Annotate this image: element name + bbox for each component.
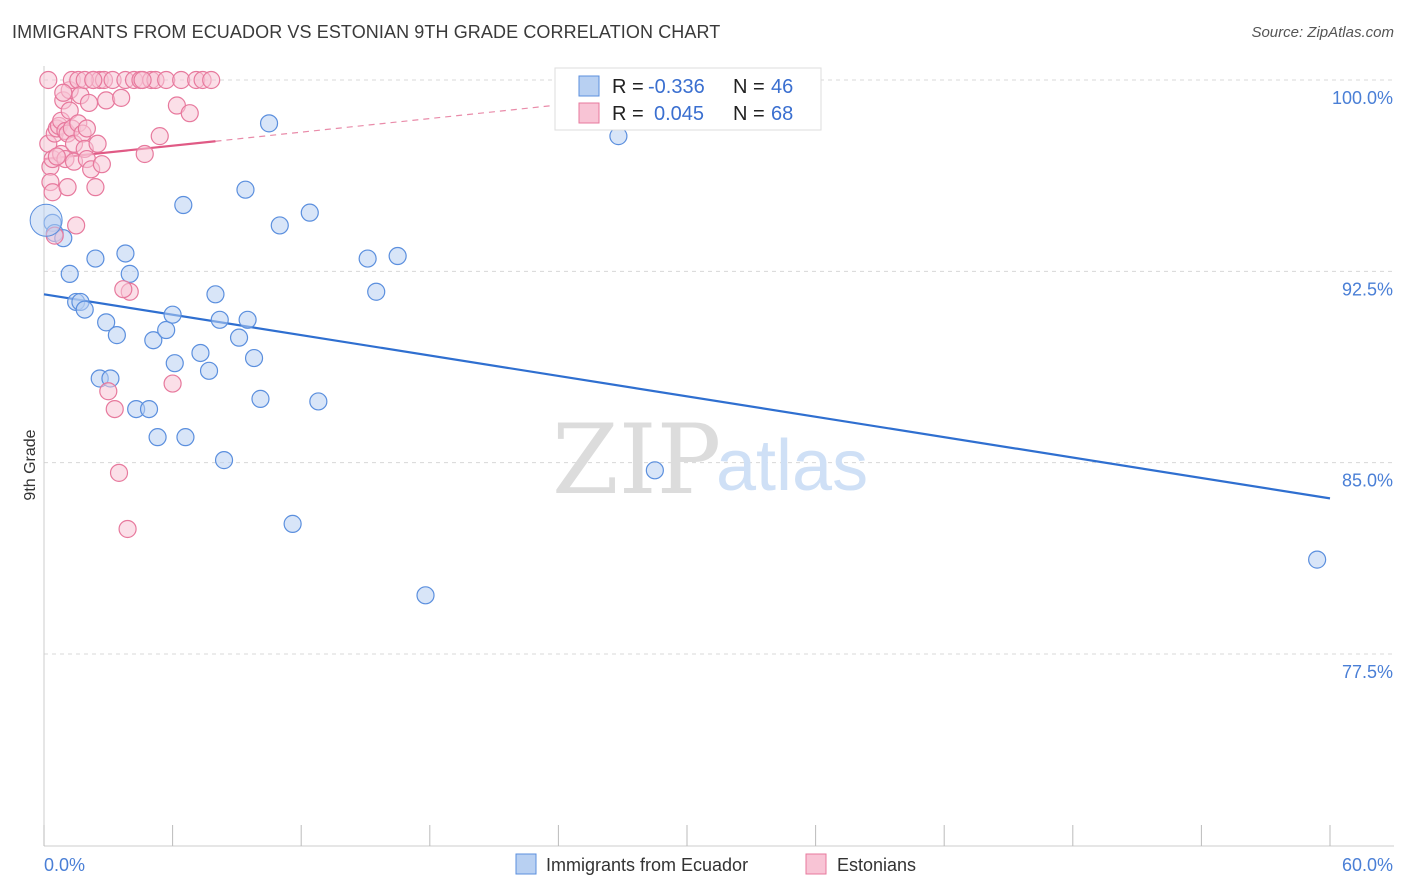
point-estonian [99,382,118,401]
point-ecuador [309,392,328,411]
point-ecuador [358,249,377,268]
point-ecuador [176,428,195,447]
point-ecuador [157,320,176,340]
bottom-legend-label-ecuador: Immigrants from Ecuador [546,855,748,875]
point-estonian [92,155,111,174]
point-ecuador [229,328,249,347]
point-ecuador [165,354,184,373]
point-ecuador [1308,550,1327,569]
point-ecuador [259,114,279,133]
y-axis-label: 9th Grade [22,429,39,500]
point-ecuador [107,326,126,345]
y-tick-label: 100.0% [1332,88,1393,108]
point-ecuador [116,244,135,263]
point-ecuador [29,203,63,237]
point-ecuador [60,264,79,283]
point-estonian [109,463,129,482]
point-ecuador [206,285,225,304]
axes [43,66,1394,847]
point-ecuador [75,300,94,319]
y-tick-labels: 100.0% 92.5% 85.0% 77.5% [1332,88,1393,682]
trend-line-estonians-extension [215,99,602,142]
point-estonian [67,216,86,235]
x-tick-labels: 0.0% 60.0% [44,855,1393,875]
point-estonian [105,399,124,419]
bottom-legend-swatch-ecuador [515,853,537,875]
chart-title: IMMIGRANTS FROM ECUADOR VS ESTONIAN 9TH … [12,22,721,42]
point-ecuador [300,203,319,222]
source-credit: Source: ZipAtlas.com [1251,24,1394,41]
bottom-legend-label-estonians: Estonians [837,855,916,875]
point-ecuador [210,310,229,329]
point-estonian [97,91,116,110]
point-ecuador [236,180,255,199]
point-ecuador [97,313,116,332]
point-ecuador [244,348,264,368]
legend-n-label: N = [733,103,765,125]
point-estonian [58,178,77,197]
point-estonian [133,70,152,90]
point-ecuador [270,216,289,235]
point-estonian [54,83,73,102]
x-tick-label: 0.0% [44,855,85,875]
legend-r-value: -0.336 [648,76,705,98]
legend-swatch-pink [578,102,600,124]
point-ecuador [199,361,219,380]
point-estonian [180,104,199,123]
y-tick-label: 92.5% [1342,279,1393,299]
watermark-atlas: atlas [716,426,868,506]
point-ecuador [238,310,257,329]
point-ecuador [214,451,234,470]
legend-r-label: R = [612,103,644,125]
point-ecuador [416,586,435,605]
point-ecuador [645,461,664,480]
point-ecuador [163,305,182,324]
gridlines [44,79,1394,655]
point-estonian [77,119,96,138]
point-ecuador [283,514,302,533]
data-points [29,70,1327,605]
point-estonian [118,519,137,539]
bottom-legend: Immigrants from Ecuador Estonians [515,853,916,875]
legend-r-label: R = [612,76,644,98]
point-ecuador [388,246,407,266]
point-estonian [135,144,154,164]
point-estonian [86,178,105,197]
point-estonian [163,374,182,393]
point-estonian [79,93,99,113]
point-estonian [150,127,169,146]
legend-n-label: N = [733,76,765,98]
point-estonian [39,70,58,90]
point-estonian [112,88,131,107]
point-ecuador [120,264,139,283]
watermark-zip: ZIP [552,404,721,516]
point-ecuador [251,389,270,408]
y-tick-label: 85.0% [1342,471,1393,491]
bottom-legend-swatch-estonians [805,853,827,875]
point-estonian [202,70,221,90]
point-estonian [47,147,66,166]
point-estonian [114,280,133,299]
legend-swatch-blue [578,75,600,97]
point-ecuador [144,331,163,350]
legend-box: R = -0.336 N = 46 R = 0.045 N = 68 [554,67,822,131]
point-ecuador [174,195,193,215]
legend-n-value: 68 [771,103,793,125]
point-ecuador [148,428,167,447]
point-ecuador [139,399,159,419]
point-ecuador [86,249,105,268]
point-estonian [84,70,103,90]
legend-n-value: 46 [771,76,793,98]
point-ecuador [367,282,386,301]
legend-r-value: 0.045 [654,103,704,125]
point-ecuador [191,343,210,363]
watermark: ZIP atlas [552,404,868,516]
point-estonian [88,134,107,153]
trend-line-ecuador [43,293,1331,500]
y-tick-label: 77.5% [1342,662,1393,682]
x-tick-label: 60.0% [1342,855,1393,875]
point-estonian [60,101,79,120]
